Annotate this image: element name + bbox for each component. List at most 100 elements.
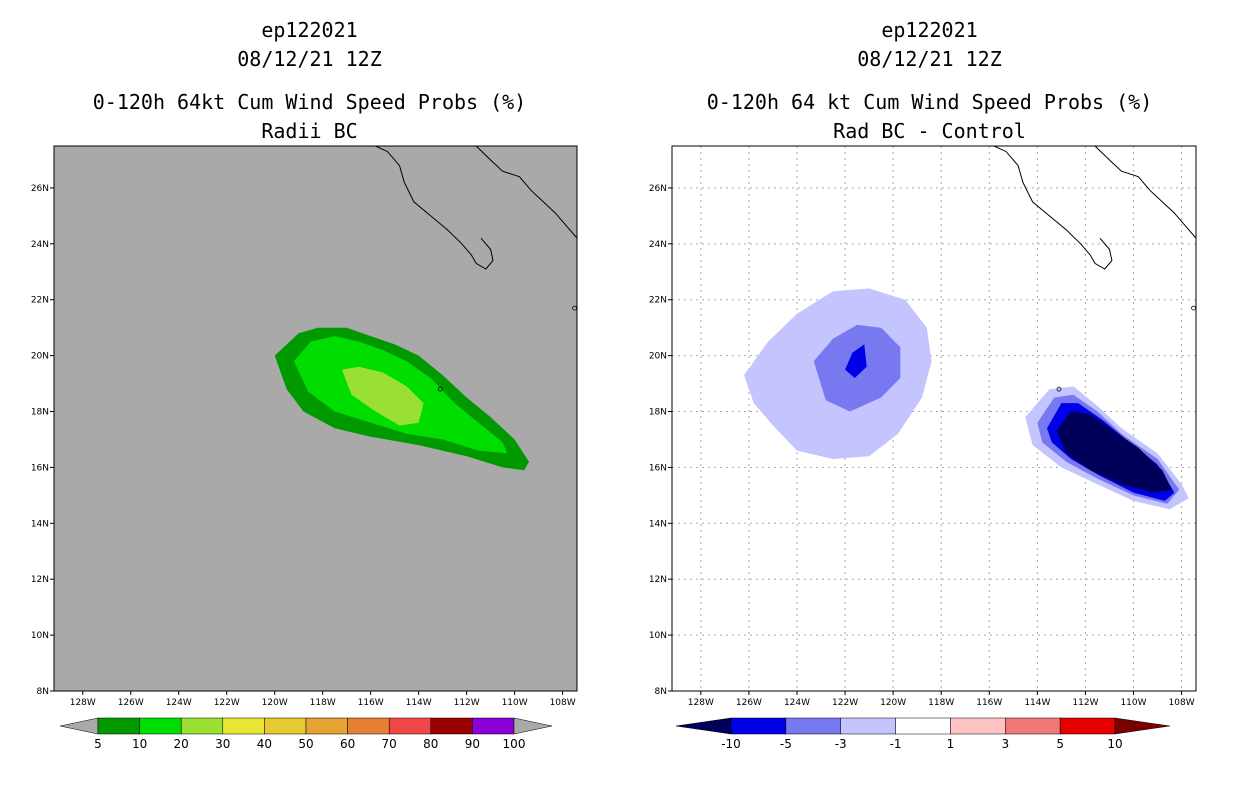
x-tick-label: 108W bbox=[550, 698, 576, 708]
x-tick-label: 118W bbox=[310, 698, 336, 708]
island-0 bbox=[437, 386, 443, 392]
coastline-1 bbox=[475, 146, 577, 239]
right-chart-title: ep122021 08/12/21 12Z bbox=[652, 16, 1207, 74]
x-tick-label: 108W bbox=[1169, 698, 1195, 708]
plot-area bbox=[274, 146, 577, 471]
y-tick-label: 14N bbox=[31, 519, 49, 529]
colorbar-swatch bbox=[1005, 717, 1061, 735]
y-tick-label: 8N bbox=[37, 687, 49, 697]
plot-area bbox=[672, 146, 1196, 691]
chart-panel-1: 128W 126W 124W 122W 120W 118W 116W 114W 112W 110W… bbox=[649, 145, 1197, 751]
x-tick-label: 112W bbox=[1072, 698, 1098, 708]
colorbar-label: 1 bbox=[947, 737, 955, 751]
colorbar-swatch bbox=[347, 717, 390, 735]
colorbar-label: -5 bbox=[780, 737, 792, 751]
contour-6 bbox=[1056, 411, 1172, 493]
colorbar-swatch bbox=[950, 717, 1006, 735]
y-tick-label: 22N bbox=[31, 296, 49, 306]
colorbar-label: 50 bbox=[298, 737, 313, 751]
x-tick-label: 116W bbox=[976, 698, 1002, 708]
coastline-0 bbox=[375, 146, 494, 270]
coastline-1 bbox=[1094, 146, 1196, 239]
colorbar-swatch bbox=[730, 717, 787, 735]
colorbar-label: -10 bbox=[721, 737, 741, 751]
colorbar-label: -1 bbox=[890, 737, 902, 751]
island-0 bbox=[1056, 386, 1062, 392]
x-tick-label: 116W bbox=[358, 698, 384, 708]
y-tick-label: 12N bbox=[31, 575, 49, 585]
right-chart-subtitle: 0-120h 64 kt Cum Wind Speed Probs (%) Ra… bbox=[652, 88, 1207, 146]
x-tick-label: 122W bbox=[832, 698, 858, 708]
x-tick-label: 126W bbox=[118, 698, 144, 708]
x-tick-label: 114W bbox=[406, 698, 432, 708]
colorbar-label: 5 bbox=[94, 737, 102, 751]
colorbar-label: 40 bbox=[257, 737, 272, 751]
colorbar-label: 30 bbox=[215, 737, 230, 751]
colorbar-1: -10 -5 -3 -1 1 3 5 10 bbox=[675, 717, 1171, 751]
y-tick-label: 14N bbox=[649, 519, 667, 529]
y-tick-label: 10N bbox=[649, 631, 667, 641]
colorbar-label: 60 bbox=[340, 737, 355, 751]
y-tick-label: 22N bbox=[649, 296, 667, 306]
plot-frame bbox=[53, 145, 578, 692]
colorbar-arrow-right bbox=[1114, 717, 1171, 735]
coastline-0 bbox=[993, 146, 1113, 270]
colorbar-label: 70 bbox=[382, 737, 397, 751]
colorbar-0: 5 10 20 30 40 50 60 70 80 90 100 bbox=[59, 717, 553, 751]
left-chart-subtitle: 0-120h 64kt Cum Wind Speed Probs (%) Rad… bbox=[32, 88, 587, 146]
left-subtitle-line: Radii BC bbox=[261, 119, 358, 143]
chart-panel-0: 128W 126W 124W 122W 120W 118W 116W 114W 112W 110W… bbox=[31, 145, 578, 751]
x-tick-label: 114W bbox=[1024, 698, 1050, 708]
y-tick-label: 16N bbox=[649, 463, 667, 473]
colorbar-swatch bbox=[430, 717, 473, 735]
colorbar-label: 10 bbox=[1107, 737, 1122, 751]
colorbar-arrow-left bbox=[59, 717, 99, 735]
colorbar-label: 5 bbox=[1056, 737, 1064, 751]
y-tick-label: 20N bbox=[31, 352, 49, 362]
plot-frame bbox=[671, 145, 1197, 692]
x-tick-label: 118W bbox=[928, 698, 954, 708]
right-subtitle-line: Rad BC - Control bbox=[833, 119, 1026, 143]
colorbar-label: 80 bbox=[423, 737, 438, 751]
colorbar-swatch bbox=[785, 717, 841, 735]
colorbar-swatch bbox=[840, 717, 896, 735]
colorbar-arrow-left bbox=[675, 717, 732, 735]
colorbar-label: 10 bbox=[132, 737, 147, 751]
left-title-line: 0-120h 64kt Cum Wind Speed Probs (%) bbox=[92, 90, 527, 114]
colorbar-label: 20 bbox=[174, 737, 189, 751]
y-tick-label: 12N bbox=[649, 575, 667, 585]
plot-background bbox=[54, 146, 577, 691]
colorbar-label: 100 bbox=[503, 737, 526, 751]
right-title-line: 0-120h 64 kt Cum Wind Speed Probs (%) bbox=[706, 90, 1153, 114]
x-tick-label: 124W bbox=[784, 698, 810, 708]
x-tick-label: 110W bbox=[1120, 698, 1146, 708]
y-tick-label: 18N bbox=[649, 408, 667, 418]
colorbar-swatch bbox=[472, 717, 515, 735]
x-tick-label: 110W bbox=[502, 698, 528, 708]
x-tick-label: 112W bbox=[454, 698, 480, 708]
right-datetime: 08/12/21 12Z bbox=[857, 47, 1002, 71]
y-tick-label: 24N bbox=[649, 240, 667, 250]
colorbar-swatch bbox=[895, 717, 951, 735]
x-tick-label: 120W bbox=[262, 698, 288, 708]
colorbar-label: -3 bbox=[835, 737, 847, 751]
right-storm-id: ep122021 bbox=[881, 18, 978, 42]
colorbar-label: 90 bbox=[465, 737, 480, 751]
x-tick-label: 120W bbox=[880, 698, 906, 708]
plot-background bbox=[672, 146, 1196, 691]
colorbar-label: 3 bbox=[1001, 737, 1009, 751]
colorbar-swatch bbox=[97, 717, 140, 735]
colorbar-swatch bbox=[388, 717, 432, 735]
colorbar-swatch bbox=[222, 717, 265, 735]
x-tick-label: 126W bbox=[736, 698, 762, 708]
x-tick-label: 124W bbox=[166, 698, 192, 708]
x-tick-label: 128W bbox=[70, 698, 96, 708]
y-tick-label: 18N bbox=[31, 408, 49, 418]
colorbar-swatch bbox=[1059, 717, 1116, 735]
left-chart-title: ep122021 08/12/21 12Z bbox=[32, 16, 587, 74]
colorbar-swatch bbox=[305, 717, 348, 735]
y-tick-label: 26N bbox=[31, 184, 49, 194]
y-tick-label: 26N bbox=[649, 184, 667, 194]
x-tick-label: 128W bbox=[688, 698, 714, 708]
